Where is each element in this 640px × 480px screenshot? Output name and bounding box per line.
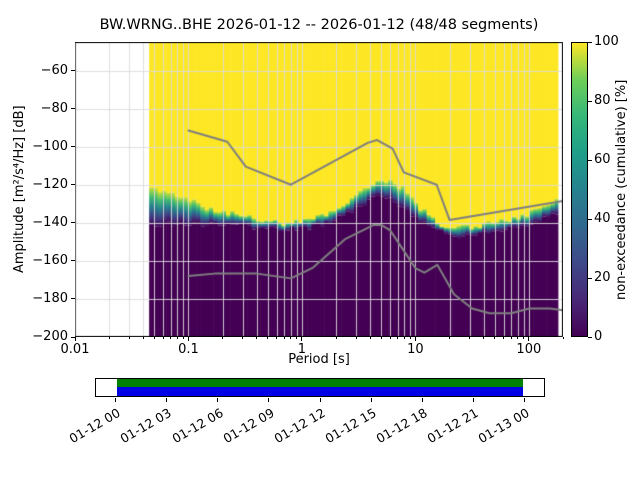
- x-tick: [301, 337, 303, 341]
- y-tick: [71, 298, 75, 300]
- y-tick-label: −100: [32, 138, 68, 154]
- ppsd-heatmap-canvas: [75, 42, 563, 337]
- timeline-tick-label: 01-12 21: [424, 405, 481, 447]
- colorbar-tick: [588, 159, 592, 161]
- x-tick: [414, 337, 416, 341]
- y-tick: [71, 108, 75, 110]
- timeline-tick: [166, 398, 168, 402]
- colorbar-gradient: [571, 42, 588, 337]
- x-axis-label: Period [s]: [288, 352, 350, 367]
- x-minor-tick: [523, 337, 525, 339]
- y-tick: [71, 70, 75, 72]
- x-minor-tick: [494, 337, 496, 339]
- x-minor-tick: [483, 337, 485, 339]
- x-tick-label: 100: [516, 342, 542, 357]
- colorbar-tick: [588, 41, 592, 43]
- chart-title: BW.WRNG..BHE 2026-01-12 -- 2026-01-12 (4…: [99, 17, 539, 33]
- x-minor-tick: [503, 337, 505, 339]
- x-minor-tick: [267, 337, 269, 339]
- y-tick-label: −120: [32, 176, 68, 192]
- x-tick-label: 0.1: [178, 342, 199, 357]
- colorbar-tick: [588, 277, 592, 279]
- y-tick-label: −160: [32, 252, 68, 268]
- x-minor-tick: [510, 337, 512, 339]
- x-minor-tick: [296, 337, 298, 339]
- x-minor-tick: [562, 337, 564, 339]
- y-tick: [71, 184, 75, 186]
- x-minor-tick: [222, 337, 224, 339]
- colorbar-tick: [588, 336, 592, 338]
- x-minor-tick: [256, 337, 258, 339]
- y-tick: [71, 222, 75, 224]
- x-minor-tick: [170, 337, 172, 339]
- x-minor-tick: [162, 337, 164, 339]
- x-minor-tick: [355, 337, 357, 339]
- x-minor-tick: [403, 337, 405, 339]
- timeline-tick-label: 01-12 09: [220, 405, 277, 447]
- x-tick-label: 10: [407, 342, 424, 357]
- timeline-tick: [421, 398, 423, 402]
- x-minor-tick: [108, 337, 110, 339]
- x-minor-tick: [449, 337, 451, 339]
- timeline-tick-label: 01-12 15: [322, 405, 379, 447]
- timeline-tick: [524, 398, 526, 402]
- colorbar-label: non-exceedance (cumulative) [%]: [614, 79, 629, 300]
- timeline-tick: [319, 398, 321, 402]
- y-tick: [71, 336, 75, 338]
- colorbar-tick-label: 60: [594, 152, 611, 167]
- x-tick: [187, 337, 189, 341]
- timeline-tick-label: 01-13 00: [475, 405, 533, 447]
- x-minor-tick: [153, 337, 155, 339]
- x-minor-tick: [242, 337, 244, 339]
- x-tick-label: 1: [297, 342, 307, 357]
- colorbar-tick: [588, 218, 592, 220]
- coverage-segment-blue: [117, 386, 523, 396]
- x-minor-tick: [409, 337, 411, 339]
- y-tick-label: −80: [40, 100, 68, 116]
- x-tick-label: 0.01: [60, 342, 90, 357]
- y-tick-label: −140: [32, 214, 68, 230]
- x-minor-tick: [389, 337, 391, 339]
- timeline-tick-label: 01-12 03: [117, 405, 175, 447]
- timeline-tick: [268, 398, 270, 402]
- colorbar-tick: [588, 100, 592, 102]
- x-minor-tick: [469, 337, 471, 339]
- x-minor-tick: [128, 337, 130, 339]
- y-tick: [71, 260, 75, 262]
- timeline-tick: [370, 398, 372, 402]
- x-minor-tick: [397, 337, 399, 339]
- x-minor-tick: [517, 337, 519, 339]
- x-minor-tick: [290, 337, 292, 339]
- timeline-tick: [217, 398, 219, 402]
- x-minor-tick: [369, 337, 371, 339]
- x-minor-tick: [182, 337, 184, 339]
- timeline-tick-label: 01-12 06: [169, 405, 226, 447]
- timeline-tick: [114, 398, 116, 402]
- x-minor-tick: [142, 337, 144, 339]
- y-tick-label: −180: [32, 290, 68, 306]
- colorbar-tick-label: 20: [594, 270, 611, 285]
- timeline-tick-label: 01-12 18: [373, 405, 430, 447]
- time-coverage-bar: [95, 378, 545, 397]
- x-tick: [74, 337, 76, 341]
- y-tick-label: −60: [40, 62, 68, 78]
- x-minor-tick: [276, 337, 278, 339]
- x-minor-tick: [380, 337, 382, 339]
- x-minor-tick: [335, 337, 337, 339]
- colorbar-tick-label: 80: [594, 93, 611, 108]
- colorbar-tick-label: 100: [594, 34, 619, 49]
- timeline-tick: [472, 398, 474, 402]
- timeline-tick-label: 01-12 12: [271, 405, 328, 447]
- x-minor-tick: [283, 337, 285, 339]
- y-tick-label: −200: [32, 329, 68, 344]
- colorbar-tick-label: 0: [594, 329, 603, 344]
- x-tick: [528, 337, 530, 341]
- x-minor-tick: [176, 337, 178, 339]
- timeline-tick-label: 01-12 00: [66, 405, 123, 447]
- coverage-segment-green: [117, 379, 523, 387]
- y-tick: [71, 146, 75, 148]
- colorbar-tick-label: 40: [594, 211, 611, 226]
